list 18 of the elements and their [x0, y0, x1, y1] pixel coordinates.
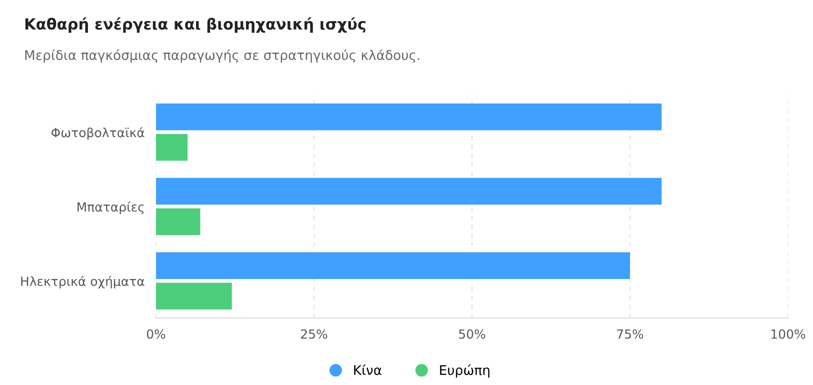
y-tick-label: Ηλεκτρικά οχήματα [21, 276, 144, 288]
y-tick-label: Φωτοβολταϊκά [51, 127, 144, 140]
bar [156, 178, 662, 205]
y-tick-label: Μπαταρίες [78, 202, 144, 214]
bar [156, 134, 188, 161]
x-tick-label: 25% [301, 329, 328, 339]
x-tick-label: 50% [459, 329, 486, 339]
x-tick-label: 75% [617, 329, 644, 339]
bar [156, 104, 662, 130]
bar [156, 208, 200, 236]
x-tick-label: 0% [146, 329, 166, 339]
x-tick-label: 100% [772, 329, 806, 339]
bar [156, 252, 630, 279]
legend-label: Ευρώπη [440, 364, 490, 378]
bar [156, 282, 232, 310]
chart-title: Καθαρή ενέργεια και βιομηχανική ισχύς [25, 17, 366, 33]
legend-label: Κίνα [354, 364, 382, 376]
chart-subtitle: Μερίδια παγκόσμιας παραγωγής σε στρατηγικούς κλάδους. [25, 49, 420, 63]
